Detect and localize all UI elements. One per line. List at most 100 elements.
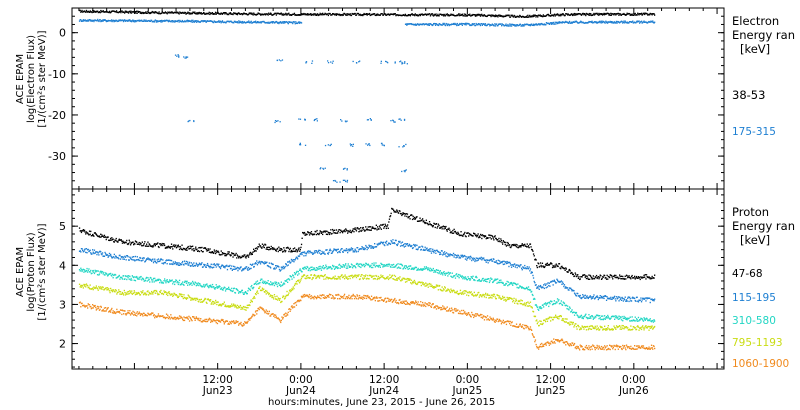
proton-point (584, 276, 586, 278)
electron-point (506, 25, 508, 27)
electron-point (529, 14, 531, 17)
proton-point (159, 243, 161, 245)
proton-point (92, 233, 94, 236)
electron-point (465, 24, 467, 26)
proton-point (591, 315, 593, 317)
proton-point (629, 320, 631, 322)
electron-point (405, 14, 407, 17)
electron-point (636, 14, 638, 16)
proton-point (198, 284, 200, 287)
proton-point (651, 275, 653, 278)
electron-point (595, 21, 598, 23)
proton-point (348, 250, 350, 252)
proton-point (444, 251, 446, 253)
proton-point (297, 271, 299, 273)
electron-point (497, 24, 499, 27)
proton-point (319, 249, 321, 252)
electron-point (623, 12, 625, 15)
proton-point (194, 248, 196, 250)
proton-point (270, 245, 272, 248)
electron-scatter-point (404, 61, 406, 63)
electron-point (548, 14, 551, 17)
proton-point (352, 229, 354, 232)
electron-point (472, 24, 474, 26)
proton-point (524, 243, 526, 246)
electron-point (147, 11, 150, 13)
proton-point (134, 260, 136, 262)
electron-point (557, 14, 559, 16)
proton-point (462, 278, 464, 280)
proton-point (358, 228, 361, 230)
proton-point (85, 270, 87, 273)
proton-point (563, 302, 566, 305)
electron-point (477, 24, 479, 26)
proton-point (439, 251, 441, 254)
proton-point (611, 276, 613, 278)
electron-scatter-point (401, 170, 403, 173)
electron-point (213, 21, 215, 24)
proton-point (143, 280, 145, 282)
electron-point (552, 14, 554, 16)
electron-scatter-point (370, 119, 372, 121)
electron-point (196, 21, 198, 23)
electron-point (121, 10, 123, 12)
proton-point (313, 252, 315, 254)
electron-scatter-point (177, 54, 179, 56)
electron-point (419, 13, 421, 16)
proton-point (80, 284, 82, 287)
proton-point (250, 267, 252, 270)
proton-point (130, 292, 132, 294)
electron-point (86, 20, 88, 22)
proton-point (207, 264, 209, 267)
electron-point (178, 13, 180, 15)
electron-point (603, 14, 606, 16)
proton-point (647, 297, 649, 299)
proton-point (543, 284, 545, 286)
proton-point (476, 236, 478, 238)
electron-point (557, 22, 559, 25)
proton-point (474, 233, 476, 235)
proton-point (404, 245, 407, 247)
electron-point (501, 15, 503, 17)
proton-point (319, 230, 321, 232)
proton-point (519, 246, 521, 248)
electron-point (99, 19, 101, 21)
proton-point (237, 255, 239, 257)
electron-point (601, 20, 603, 22)
proton-point (131, 279, 133, 281)
proton-point (302, 232, 304, 234)
electron-point (507, 23, 509, 26)
proton-point (160, 280, 162, 282)
proton-point (382, 223, 384, 226)
electron-point (494, 25, 497, 27)
electron-point (543, 15, 545, 17)
electron-scatter-point (404, 171, 406, 173)
proton-point (330, 249, 332, 252)
proton-point (94, 232, 96, 234)
proton-point (302, 267, 304, 270)
proton-point (536, 287, 538, 289)
proton-point (380, 224, 382, 226)
electron-point (609, 20, 611, 23)
proton-point (487, 237, 489, 239)
proton-point (89, 284, 91, 286)
electron-scatter-point (344, 167, 346, 169)
electron-point (617, 12, 619, 15)
proton-point (344, 264, 346, 266)
proton-point (622, 317, 624, 320)
proton-point (564, 269, 566, 271)
proton-point (260, 260, 262, 263)
proton-point (638, 320, 640, 322)
proton-point (151, 281, 153, 283)
proton-point (590, 317, 592, 319)
electron-point (182, 12, 185, 14)
proton-point (226, 264, 228, 267)
electron-point (532, 23, 535, 25)
proton-point (133, 256, 135, 258)
proton-point (347, 230, 349, 232)
electron-point (555, 23, 557, 25)
proton-point (386, 240, 388, 242)
proton-point (498, 263, 500, 265)
electron-point (600, 20, 602, 23)
proton-point (171, 246, 173, 248)
